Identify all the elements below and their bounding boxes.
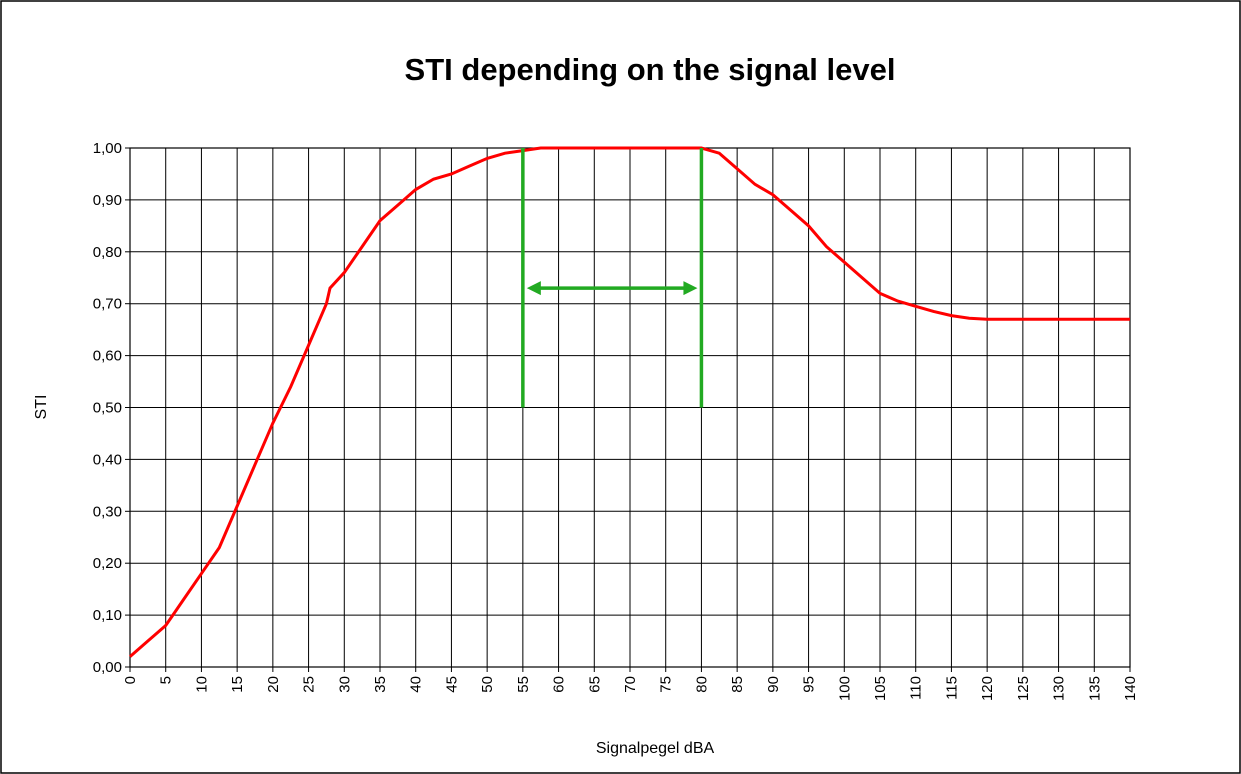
y-tick-label: 0,50 bbox=[93, 400, 122, 417]
x-tick-label: 75 bbox=[658, 676, 675, 693]
y-tick-label: 0,70 bbox=[93, 296, 122, 313]
chart-title: STI depending on the signal level bbox=[405, 52, 896, 87]
arrow-head bbox=[526, 281, 541, 296]
y-tick-label: 0,30 bbox=[93, 503, 122, 520]
x-tick-label: 20 bbox=[265, 676, 282, 693]
x-tick-label: 40 bbox=[408, 676, 425, 693]
y-axis-label: STI bbox=[33, 395, 50, 420]
x-tick-label: 5 bbox=[158, 676, 175, 684]
x-tick-label: 120 bbox=[979, 676, 996, 701]
arrow-head bbox=[683, 281, 698, 296]
y-tick-label: 0,80 bbox=[93, 244, 122, 261]
x-tick-label: 130 bbox=[1051, 676, 1068, 701]
y-tick-label: 0,00 bbox=[93, 659, 122, 676]
y-tick-label: 1,00 bbox=[93, 140, 122, 157]
x-tick-label: 35 bbox=[372, 676, 389, 693]
x-tick-label: 135 bbox=[1086, 676, 1103, 701]
y-tick-label: 0,10 bbox=[93, 607, 122, 624]
x-tick-label: 110 bbox=[908, 676, 925, 700]
x-tick-label: 125 bbox=[1015, 676, 1032, 701]
y-tick-label: 0,60 bbox=[93, 348, 122, 365]
x-tick-label: 80 bbox=[693, 676, 710, 693]
y-tick-label: 0,90 bbox=[93, 192, 122, 209]
x-tick-label: 70 bbox=[622, 676, 639, 693]
x-tick-label: 105 bbox=[872, 676, 889, 701]
x-tick-label: 140 bbox=[1122, 676, 1139, 701]
x-tick-label: 15 bbox=[229, 676, 246, 693]
y-tick-label: 0,20 bbox=[93, 555, 122, 572]
x-tick-label: 45 bbox=[443, 676, 460, 693]
x-tick-label: 0 bbox=[122, 676, 139, 684]
x-tick-label: 10 bbox=[193, 676, 210, 693]
x-tick-label: 30 bbox=[336, 676, 353, 693]
x-tick-label: 60 bbox=[551, 676, 568, 693]
x-tick-label: 65 bbox=[586, 676, 603, 693]
x-tick-label: 90 bbox=[765, 676, 782, 693]
x-tick-label: 115 bbox=[943, 676, 960, 700]
x-tick-label: 85 bbox=[729, 676, 746, 693]
x-tick-label: 55 bbox=[515, 676, 532, 693]
x-tick-label: 50 bbox=[479, 676, 496, 693]
x-tick-label: 25 bbox=[301, 676, 318, 693]
y-tick-label: 0,40 bbox=[93, 451, 122, 468]
x-tick-label: 100 bbox=[836, 676, 853, 701]
x-axis-label: Signalpegel dBA bbox=[596, 740, 715, 757]
x-tick-label: 95 bbox=[801, 676, 818, 693]
